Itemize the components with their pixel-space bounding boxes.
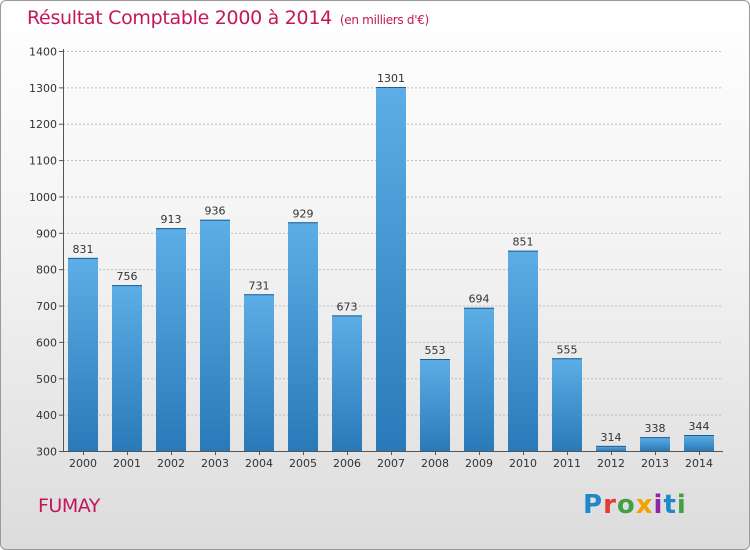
logo-letter: t — [663, 490, 677, 520]
chart-subtitle: (en milliers d'€) — [339, 13, 429, 27]
y-tick-label: 1100 — [29, 155, 57, 168]
data-label-2010: 851 — [513, 236, 534, 249]
y-tick-label: 600 — [36, 336, 57, 349]
bar-2000 — [68, 257, 98, 451]
x-tick-label-2010: 2010 — [509, 457, 537, 470]
data-label-2011: 555 — [557, 343, 578, 356]
bar-2012 — [596, 445, 626, 451]
bars — [68, 87, 714, 451]
y-tick-label: 800 — [36, 264, 57, 277]
data-label-2013: 338 — [645, 422, 666, 435]
axes: 300 400 500 600 700 800 900 1000 1100 1200 1300 140… — [29, 46, 723, 459]
logo-letter: i — [676, 490, 687, 520]
data-label-2009: 694 — [469, 293, 490, 306]
logo-letter: r — [603, 490, 617, 520]
x-tick-label-2009: 2009 — [465, 457, 493, 470]
bar-2002 — [156, 228, 186, 451]
bar-2001 — [112, 285, 142, 451]
x-tick-label-2000: 2000 — [69, 457, 97, 470]
bar-2011 — [552, 358, 582, 451]
data-label-2012: 314 — [601, 431, 622, 444]
bar-2003 — [200, 219, 230, 451]
logo-letter: x — [635, 490, 654, 520]
bar-2013 — [640, 437, 670, 451]
x-tick-label-2005: 2005 — [289, 457, 317, 470]
x-tick-label-2006: 2006 — [333, 457, 361, 470]
data-label-2001: 756 — [117, 270, 138, 283]
y-tick-label: 1300 — [29, 82, 57, 95]
y-tick-label: 900 — [36, 227, 57, 240]
y-tick-label: 1000 — [29, 191, 57, 204]
bar-2014 — [684, 435, 714, 451]
data-label-2000: 831 — [73, 243, 94, 256]
x-tick-label-2013: 2013 — [641, 457, 669, 470]
x-tick-label-2001: 2001 — [113, 457, 141, 470]
y-tick-label: 400 — [36, 409, 57, 422]
logo-letter: P — [583, 490, 604, 520]
data-label-2006: 673 — [337, 300, 358, 313]
proxiti-logo: Proxiti — [583, 490, 687, 520]
bar-2004 — [244, 294, 274, 451]
data-label-2004: 731 — [249, 279, 270, 292]
bar-2010 — [508, 250, 538, 451]
bar-2006 — [332, 315, 362, 451]
x-tick-label-2012: 2012 — [597, 457, 625, 470]
y-tick-label: 1400 — [29, 46, 57, 59]
title-text: Résultat Comptable 2000 à 2014 — [27, 7, 332, 29]
y-tick-label: 300 — [36, 446, 57, 459]
x-tick-label-2011: 2011 — [553, 457, 581, 470]
x-tick-label-2014: 2014 — [685, 457, 713, 470]
logo-letter: o — [616, 490, 636, 520]
data-label-2005: 929 — [293, 207, 314, 220]
data-label-2003: 936 — [205, 205, 226, 218]
x-tick-label-2008: 2008 — [421, 457, 449, 470]
bar-2009 — [464, 307, 494, 451]
bar-2008 — [420, 359, 450, 451]
data-label-2002: 913 — [161, 213, 182, 226]
data-label-2014: 344 — [689, 420, 710, 433]
chart-title: Résultat Comptable 2000 à 2014 (en millie… — [27, 7, 429, 29]
y-tick-label: 500 — [36, 373, 57, 386]
x-tick-label-2002: 2002 — [157, 457, 185, 470]
y-tick-label: 1200 — [29, 118, 57, 131]
bar-2005 — [288, 222, 318, 451]
x-tick-label-2003: 2003 — [201, 457, 229, 470]
bar-2007 — [376, 87, 406, 451]
logo-letter: i — [653, 490, 664, 520]
x-tick-label-2004: 2004 — [245, 457, 273, 470]
commune-name: FUMAY — [38, 495, 100, 517]
data-label-2008: 553 — [425, 344, 446, 357]
y-tick-label: 700 — [36, 300, 57, 313]
data-label-2007: 1301 — [377, 72, 405, 85]
x-tick-label-2007: 2007 — [377, 457, 405, 470]
labels: 831 2000 756 2001 913 2002 936 2003 731 2004 929 20… — [69, 72, 713, 470]
